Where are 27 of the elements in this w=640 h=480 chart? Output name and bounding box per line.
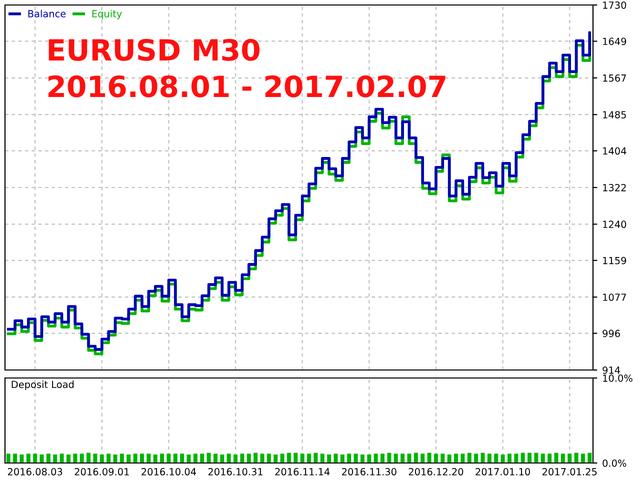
x-tick-label: 2016.11.14 (275, 468, 330, 476)
y-tick-label: 1730 (603, 1, 626, 9)
chart-title: Deposit Load (12, 380, 74, 390)
y-tick-label: 0.0% (602, 459, 626, 467)
legend-label: Balance (28, 10, 66, 18)
y-tick-label: 10.0% (603, 374, 632, 382)
x-tick-label: 2017.01.10 (476, 468, 530, 476)
x-tick-label: 2016.12.20 (408, 468, 464, 476)
y-tick-label: 1649 (603, 38, 626, 46)
x-tick-label: 2016.08.03 (8, 468, 62, 476)
y-tick-label: 1404 (603, 147, 626, 155)
y-tick-label: 1159 (603, 256, 626, 264)
y-tick-label: 914 (602, 366, 620, 374)
y-tick-label: 1322 (603, 184, 626, 192)
y-tick-label: 1567 (603, 74, 626, 82)
y-tick-label: 1485 (603, 111, 626, 118)
y-tick-label: 1240 (603, 220, 626, 228)
x-tick-label: 2016.09.01 (74, 468, 129, 476)
x-tick-label: 2017.01.25 (542, 468, 597, 476)
x-tick-label: 2016.10.31 (208, 468, 262, 476)
x-tick-label: 2016.10.04 (142, 468, 196, 476)
annotation: EURUSD M30 (48, 38, 260, 61)
annotation: 2016.08.01 - 2017.02.07 (48, 75, 446, 98)
y-tick-label: 996 (602, 330, 620, 338)
y-tick-label: 1077 (603, 294, 626, 301)
x-tick-label: 2016.11.30 (342, 468, 396, 476)
legend-label: Equity (92, 10, 122, 20)
